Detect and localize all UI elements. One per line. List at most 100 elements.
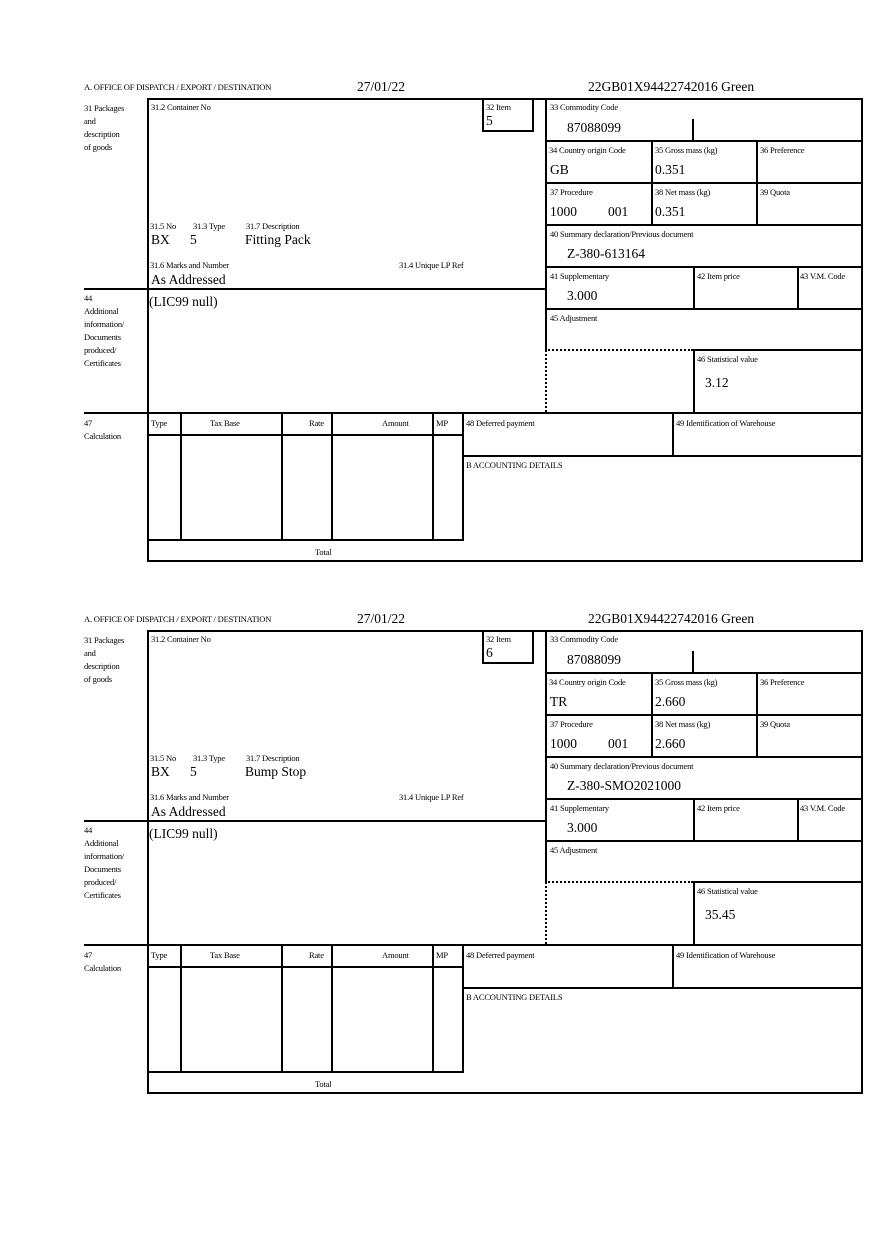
field-pkg_type: 5 — [190, 764, 197, 779]
divider — [482, 662, 534, 664]
label-summary: 40 Summary declaration/Previous document — [550, 761, 694, 771]
divider — [797, 267, 799, 310]
field-additional_info: (LIC99 null) — [149, 826, 218, 841]
field-gross_mass: 2.660 — [655, 694, 686, 709]
label-accounting: B ACCOUNTING DETAILS — [466, 992, 563, 1002]
label-origin: 34 Country origin Code — [549, 677, 626, 687]
label-total: Total — [315, 547, 332, 557]
divider — [180, 945, 182, 1073]
divider — [545, 224, 863, 226]
label-no: 31.5 No — [150, 221, 176, 231]
dotted-divider — [545, 882, 547, 944]
label-supplementary: 41 Supplementary — [550, 271, 609, 281]
divider — [693, 350, 695, 414]
field-procedure_extra: 001 — [608, 204, 629, 219]
divider — [693, 799, 695, 842]
label-statistical: 46 Statistical value — [697, 354, 758, 364]
header-reference: 22GB01X94422742016 Green — [588, 611, 755, 626]
label-no: 31.5 No — [150, 753, 176, 763]
divider — [84, 288, 546, 290]
divider — [545, 266, 863, 268]
label-item: 32 Item — [486, 102, 511, 112]
label-preference: 36 Preference — [760, 145, 805, 155]
field-statistical_value: 35.45 — [705, 907, 736, 922]
field-additional_info: (LIC99 null) — [149, 294, 218, 309]
label-calc_amount: Amount — [382, 418, 409, 428]
label-box44: 44 Additional information/ Documents pro… — [84, 293, 125, 368]
divider — [532, 630, 534, 664]
divider — [545, 798, 863, 800]
divider — [147, 1071, 463, 1073]
divider — [462, 455, 863, 457]
divider — [692, 651, 694, 674]
divider — [545, 140, 863, 142]
field-marks: As Addressed — [151, 272, 226, 287]
divider — [693, 267, 695, 310]
header-date: 27/01/22 — [357, 611, 406, 626]
label-gross: 35 Gross mass (kg) — [655, 677, 718, 687]
label-adjustment: 45 Adjustment — [550, 313, 598, 323]
dotted-divider — [545, 350, 547, 412]
label-vm_code: 43 V.M. Code — [800, 803, 845, 813]
label-commodity: 33 Commodity Code — [550, 634, 618, 644]
field-pkg_type: 5 — [190, 232, 197, 247]
label-item_price: 42 Item price — [697, 803, 740, 813]
label-procedure: 37 Procedure — [550, 719, 593, 729]
divider — [693, 882, 695, 946]
divider — [331, 945, 333, 1073]
divider — [147, 98, 863, 100]
label-item_price: 42 Item price — [697, 271, 740, 281]
divider — [651, 673, 653, 758]
divider — [672, 945, 674, 989]
label-calc_mp: MP — [436, 950, 448, 960]
field-summary_doc: Z-380-SMO2021000 — [567, 778, 681, 793]
divider — [693, 881, 863, 883]
field-origin: TR — [550, 694, 568, 709]
field-gross_mass: 0.351 — [655, 162, 686, 177]
divider — [147, 539, 463, 541]
label-net: 38 Net mass (kg) — [655, 187, 711, 197]
label-description: 31.7 Description — [246, 753, 300, 763]
divider — [545, 308, 863, 310]
label-type: 31.3 Type — [193, 753, 225, 763]
label-quota: 39 Quota — [760, 187, 790, 197]
field-pkg_no: BX — [151, 232, 170, 247]
divider — [756, 673, 758, 758]
field-description: Bump Stop — [245, 764, 307, 779]
divider — [482, 630, 484, 664]
label-calc_amount: Amount — [382, 950, 409, 960]
label-deferred: 48 Deferred payment — [466, 950, 535, 960]
divider — [281, 413, 283, 541]
label-calc_tax_base: Tax Base — [210, 950, 240, 960]
divider — [84, 944, 863, 946]
label-total: Total — [315, 1079, 332, 1089]
label-calc_type: Type — [151, 950, 168, 960]
label-deferred: 48 Deferred payment — [466, 418, 535, 428]
divider — [545, 840, 863, 842]
divider — [432, 413, 434, 541]
header-office-label: A. OFFICE OF DISPATCH / EXPORT / DESTINA… — [84, 82, 272, 92]
label-calc_mp: MP — [436, 418, 448, 428]
label-box31: 31 Packages and description of goods — [84, 635, 125, 684]
divider — [147, 560, 863, 562]
field-commodity_code: 87088099 — [567, 120, 621, 135]
divider — [432, 945, 434, 1073]
label-unique_lp: 31.4 Unique LP Ref — [399, 792, 464, 802]
divider — [147, 1092, 863, 1094]
field-summary_doc: Z-380-613164 — [567, 246, 645, 261]
header-reference: 22GB01X94422742016 Green — [588, 79, 755, 94]
field-procedure: 1000 — [550, 204, 577, 219]
label-box31: 31 Packages and description of goods — [84, 103, 125, 152]
divider — [84, 412, 863, 414]
field-net_mass: 2.660 — [655, 736, 686, 751]
label-preference: 36 Preference — [760, 677, 805, 687]
header-date: 27/01/22 — [357, 79, 406, 94]
label-adjustment: 45 Adjustment — [550, 845, 598, 855]
label-marks: 31.6 Marks and Number — [150, 260, 229, 270]
divider — [545, 756, 863, 758]
label-vm_code: 43 V.M. Code — [800, 271, 845, 281]
divider — [545, 182, 863, 184]
label-marks: 31.6 Marks and Number — [150, 792, 229, 802]
label-quota: 39 Quota — [760, 719, 790, 729]
divider — [281, 945, 283, 1073]
